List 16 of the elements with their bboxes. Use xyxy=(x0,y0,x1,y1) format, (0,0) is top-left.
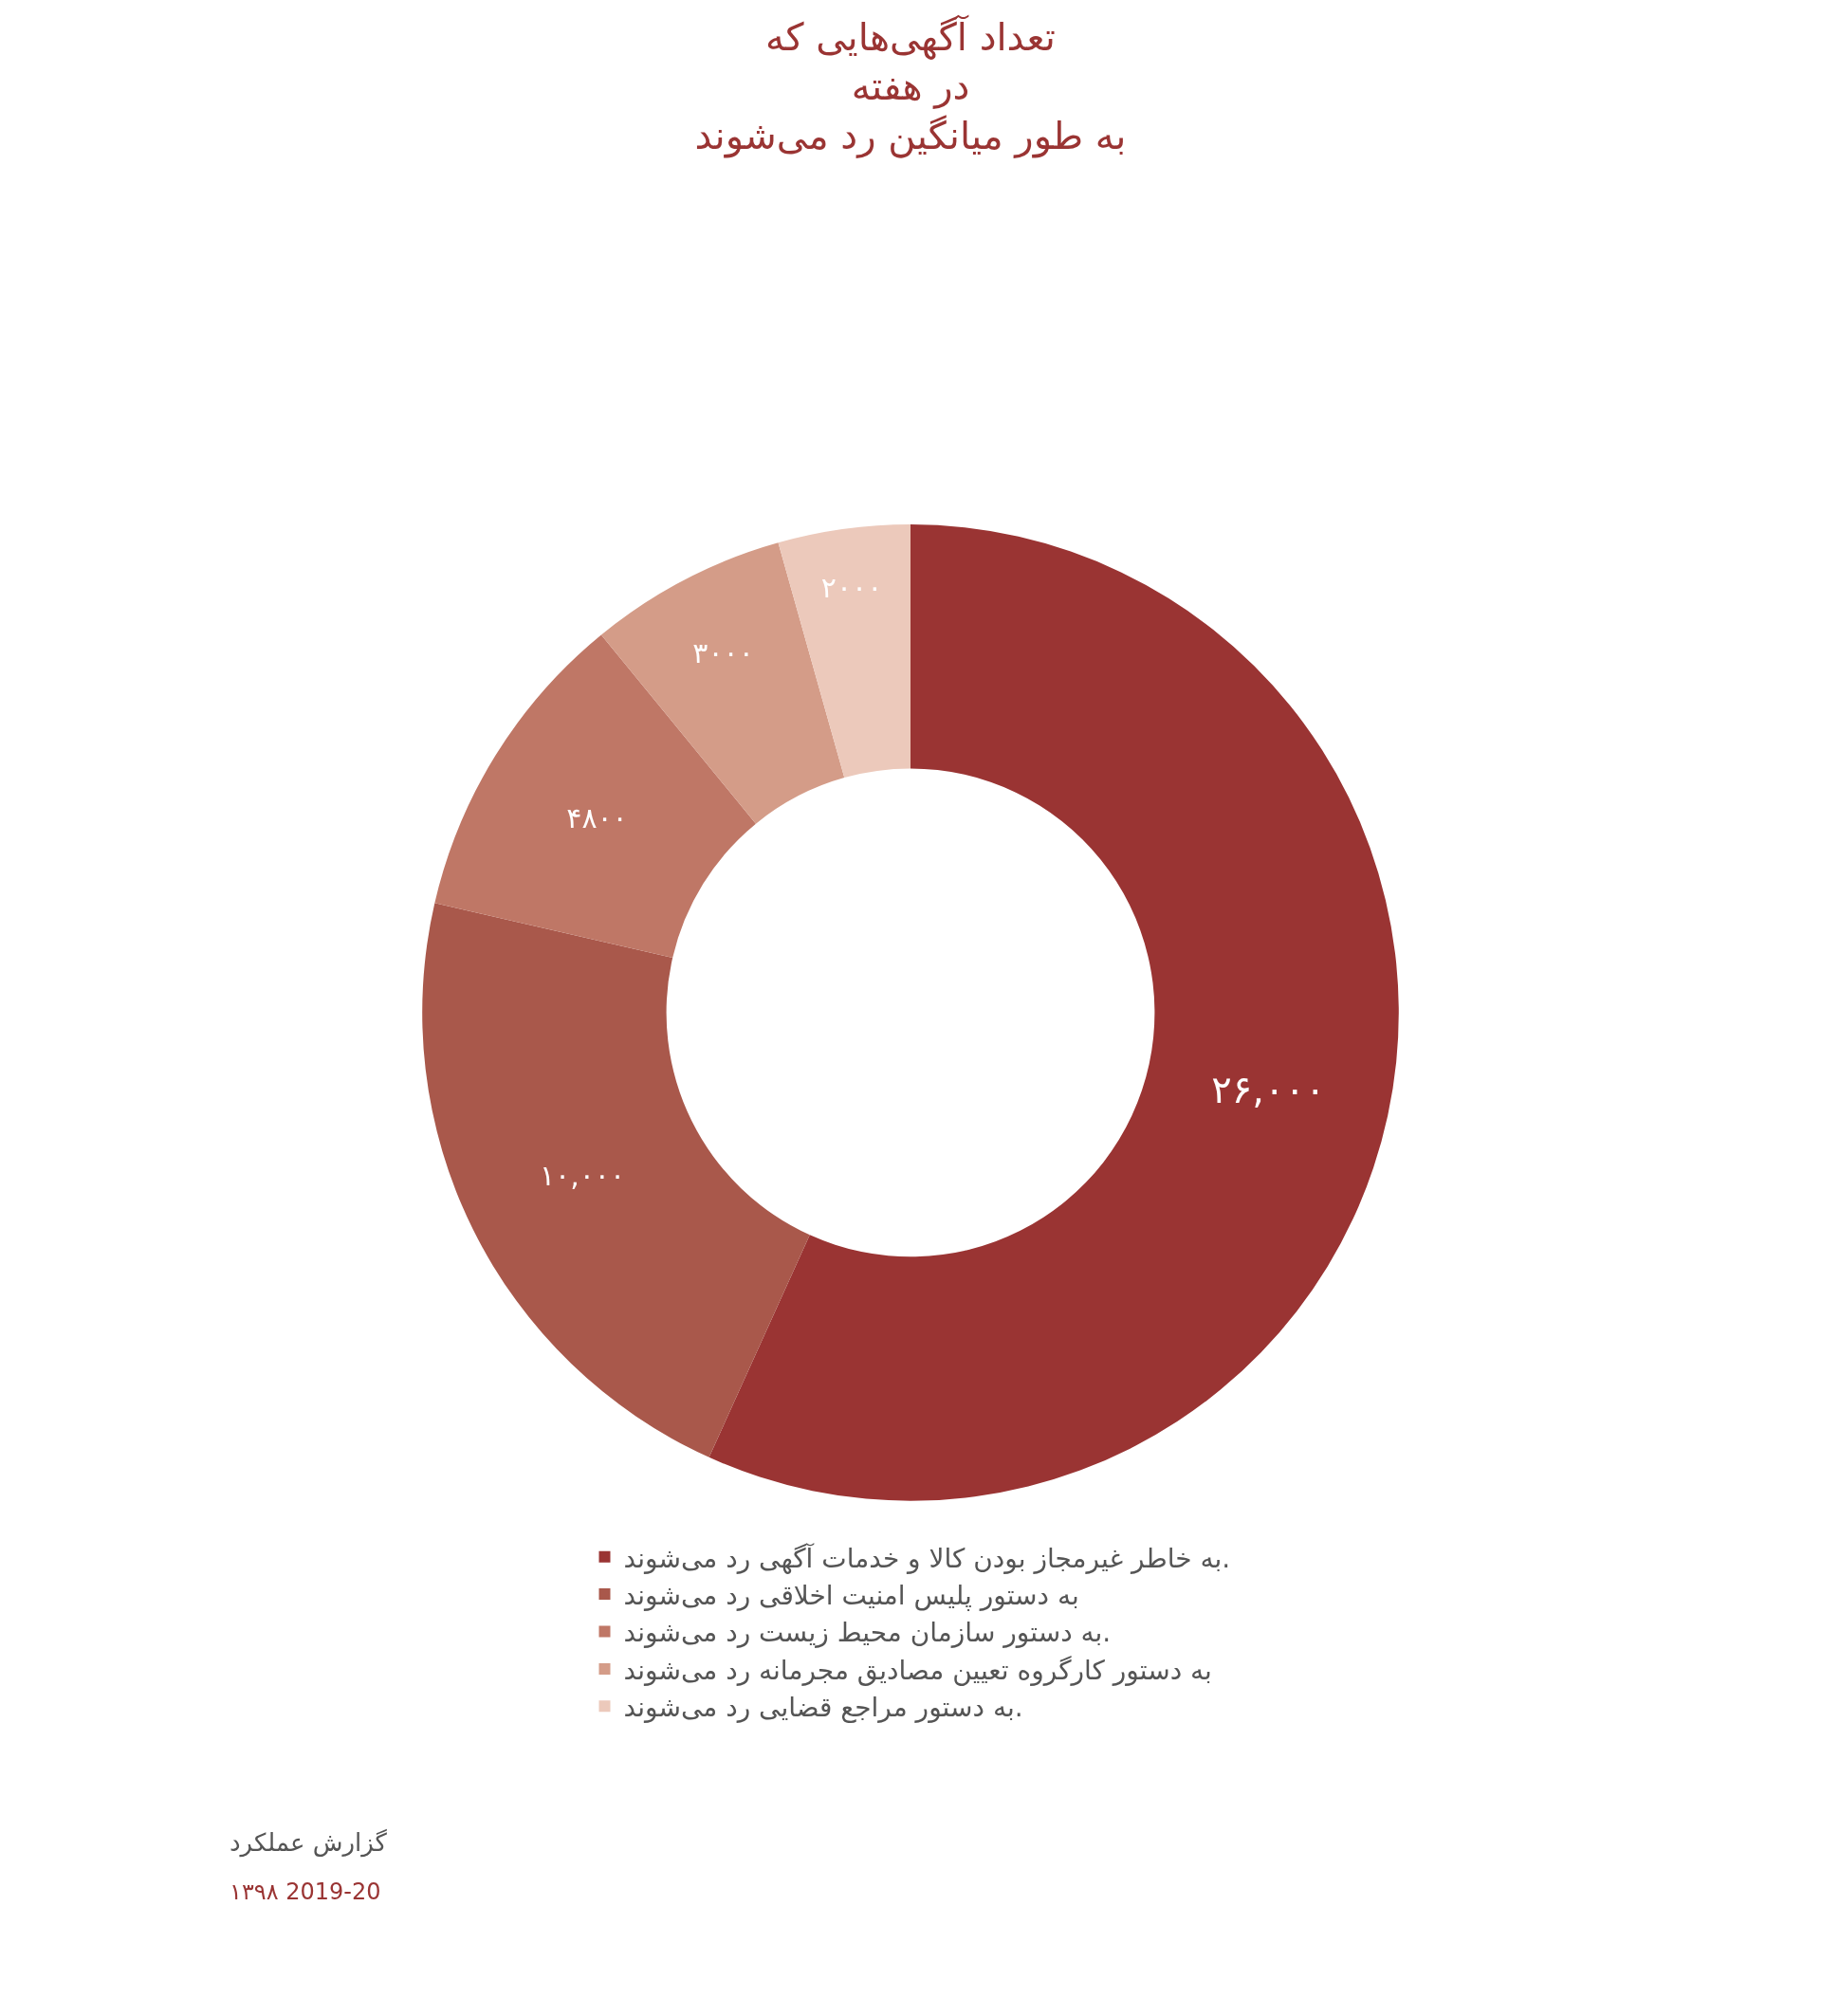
donut-slice xyxy=(778,524,910,779)
legend-label: به دستور سازمان محیط زیست رد می‌شوند. xyxy=(623,1617,1112,1649)
legend-label: به دستور مراجع قضایی رد می‌شوند. xyxy=(623,1692,1023,1724)
legend-label: به خاطر غیرمجاز بودن کالا و خدمات آگهی رد می‌شوند. xyxy=(623,1542,1231,1574)
chart-title: تعداد آگهی‌هایی که در هفته به طور میانگین رد می‌شوند xyxy=(694,14,1127,159)
data-label: ۳۰۰۰ xyxy=(692,636,754,670)
donut-slice xyxy=(422,903,810,1457)
data-label: ۴۸۰۰ xyxy=(566,801,628,835)
donut-slice xyxy=(434,634,756,959)
data-label: ۲۰۰۰ xyxy=(820,570,883,604)
data-label: ۲۶,۰۰۰ xyxy=(1211,1068,1326,1112)
legend-label: به دستور پلیس امنیت اخلاقی رد می‌شوند xyxy=(623,1580,1079,1612)
text: گزارش عملکرد xyxy=(230,1828,388,1858)
text: ۱۳۹۸ 2019-20 xyxy=(230,1879,381,1905)
legend-label: به دستور کارگروه تعیین مصادیق مجرمانه رد می‌شوند xyxy=(623,1654,1212,1686)
data-label: ۱۰,۰۰۰ xyxy=(539,1158,626,1192)
